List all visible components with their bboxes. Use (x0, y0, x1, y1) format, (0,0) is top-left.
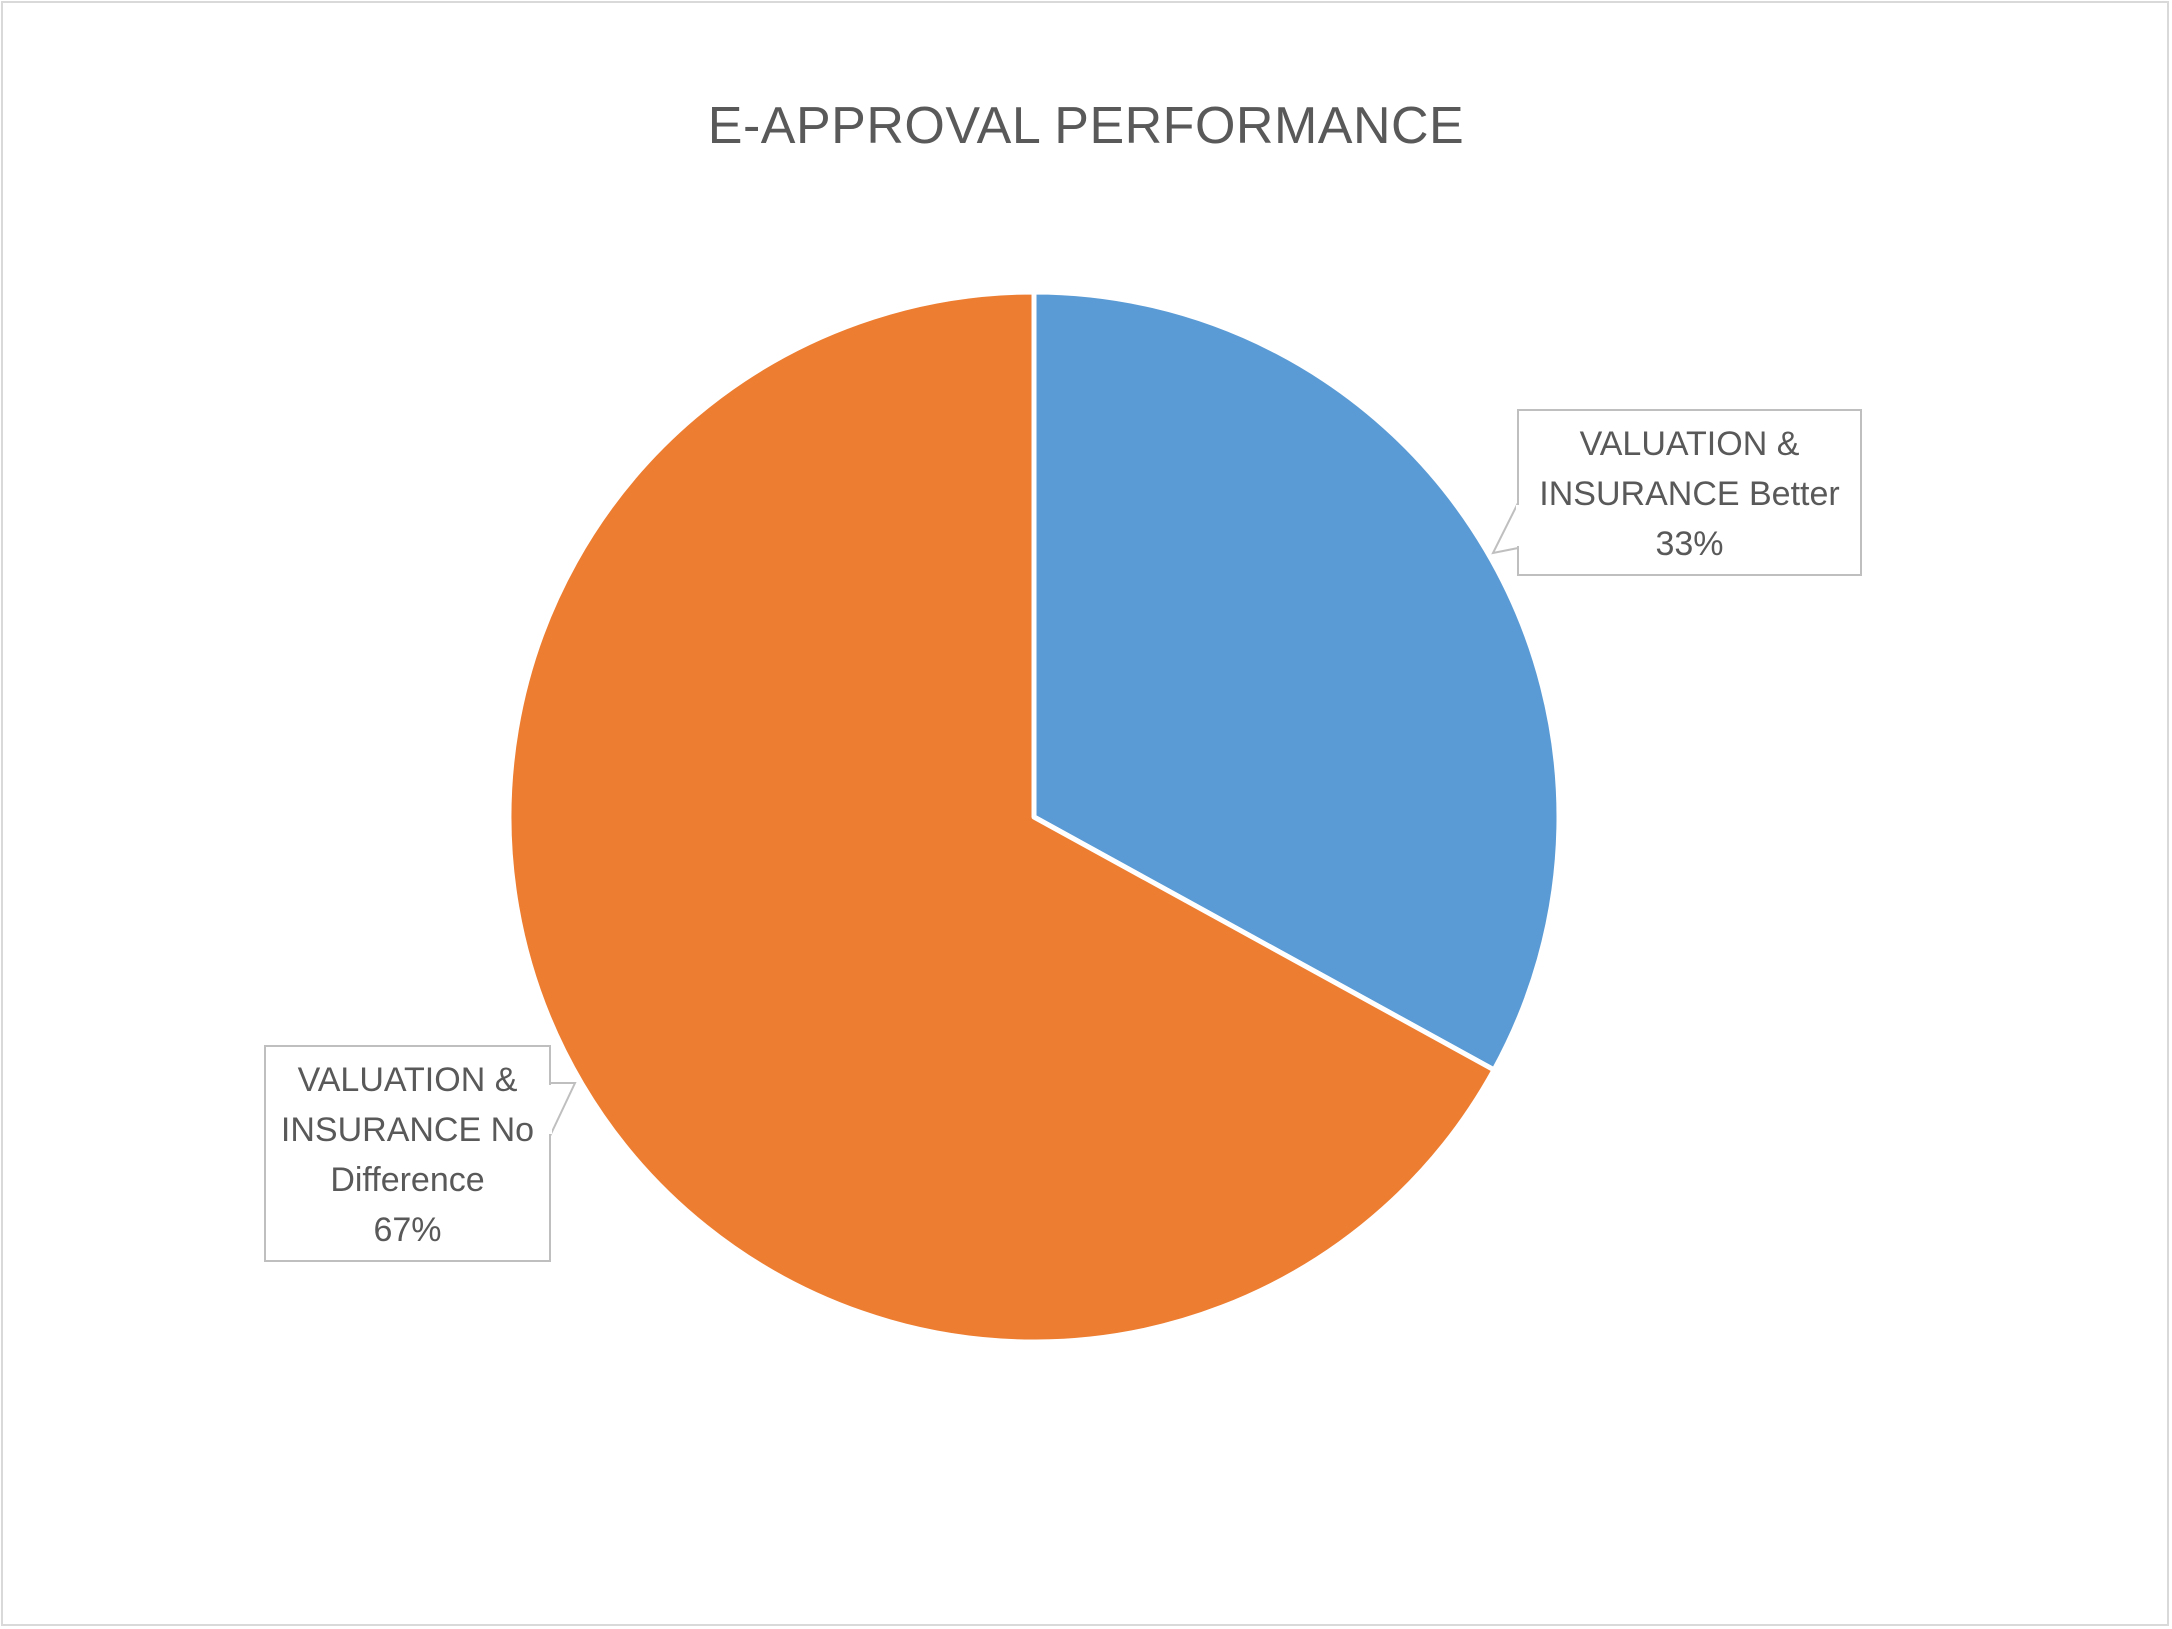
slice-label-line: VALUATION & (298, 1061, 518, 1099)
slice-label-line: VALUATION & (1580, 425, 1800, 463)
slice-label-line: Difference (330, 1161, 484, 1199)
slice-percent-label: 33% (1655, 525, 1723, 563)
pie-slices (506, 289, 1562, 1345)
slice-percent-label: 67% (373, 1211, 441, 1249)
callout-box (1517, 409, 1862, 576)
data-callout-1: VALUATION & INSURANCE Better 33% (1491, 409, 1862, 576)
pie-slice-1 (1031, 289, 1562, 1073)
callout-box (264, 1045, 551, 1262)
chart-title: E-APPROVAL PERFORMANCE (707, 97, 1465, 155)
callout-pointer (549, 1082, 577, 1137)
slice-label-line: INSURANCE Better (1539, 475, 1839, 513)
data-callout-2: VALUATION & INSURANCE No Difference 67% (264, 1045, 577, 1262)
pie-callouts: VALUATION &INSURANCE Better33%VALUATION … (264, 409, 1862, 1262)
callout-pointer (1491, 502, 1519, 555)
pie-slice-2 (506, 289, 1497, 1345)
slice-label-line: INSURANCE No (281, 1111, 534, 1149)
